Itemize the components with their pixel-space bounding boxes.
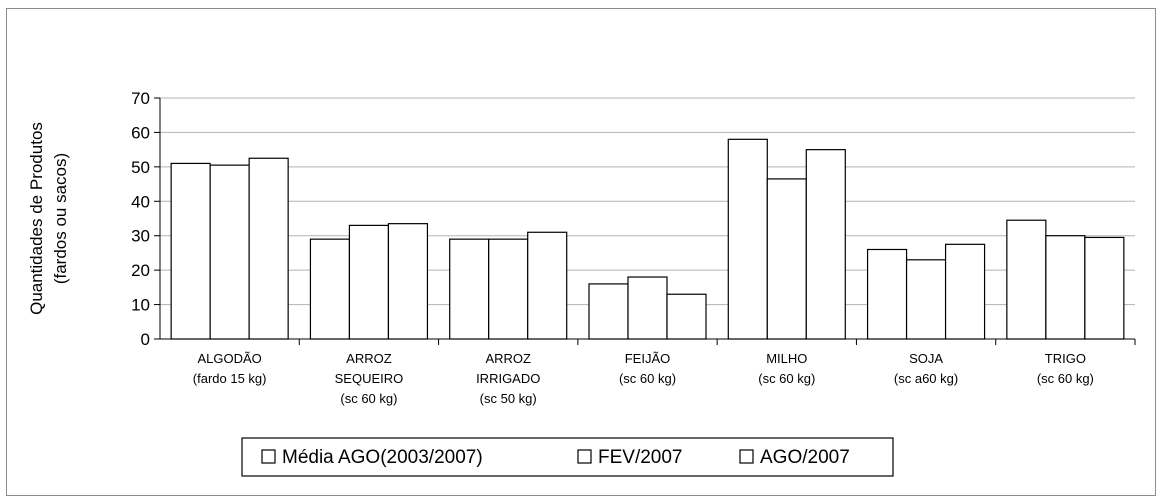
x-tick-label: (sc a60 kg) xyxy=(894,371,958,386)
x-tick-label: MILHO xyxy=(766,351,807,366)
bar-1-series-3 xyxy=(248,157,289,340)
legend-swatch-2 xyxy=(577,449,592,464)
x-tick-label: ARROZ xyxy=(485,351,531,366)
bar-1-series-1 xyxy=(170,162,211,340)
x-tick-label: (fardo 15 kg) xyxy=(193,371,267,386)
legend-label-1: Média AGO(2003/2007) xyxy=(282,447,483,468)
bar-7-series-3 xyxy=(1084,236,1125,340)
bar-5-series-3 xyxy=(805,149,846,340)
legend-label-3: AGO/2007 xyxy=(760,447,850,468)
bar-5-series-1 xyxy=(727,138,768,340)
x-tick-label: (sc 50 kg) xyxy=(480,391,537,406)
bar-3-series-3 xyxy=(527,231,568,340)
legend-swatch-3 xyxy=(739,449,754,464)
x-tick-label: (sc 60 kg) xyxy=(619,371,676,386)
bar-7-series-2 xyxy=(1045,235,1086,340)
bar-4-series-3 xyxy=(666,293,707,340)
y-axis-label: Quantidades de Produtos xyxy=(27,122,46,315)
x-tick-label: ALGODÃO xyxy=(197,351,261,366)
bar-1-series-2 xyxy=(209,164,250,340)
y-axis-label: (fardos ou sacos) xyxy=(51,153,70,284)
x-tick-label: (sc 60 kg) xyxy=(340,391,397,406)
bar-3-series-2 xyxy=(488,238,529,340)
bar-3-series-1 xyxy=(449,238,490,340)
legend-label-2: FEV/2007 xyxy=(598,447,683,468)
y-tick-label: 30 xyxy=(131,227,150,246)
bar-2-series-1 xyxy=(309,238,351,340)
x-tick-label: SEQUEIRO xyxy=(335,371,404,386)
y-tick-label: 20 xyxy=(131,261,150,280)
y-tick-label: 60 xyxy=(131,123,150,142)
bar-6-series-1 xyxy=(866,248,908,340)
bar-4-series-1 xyxy=(588,283,629,340)
y-tick-label: 0 xyxy=(141,330,150,349)
bar-6-series-3 xyxy=(944,243,986,340)
x-tick-label: IRRIGADO xyxy=(476,371,540,386)
x-tick-label: (sc 60 kg) xyxy=(1037,371,1094,386)
bar-2-series-3 xyxy=(387,223,429,340)
x-tick-label: ARROZ xyxy=(346,351,392,366)
x-tick-label: FEIJÃO xyxy=(625,351,671,366)
x-tick-label: (sc 60 kg) xyxy=(758,371,815,386)
y-tick-label: 40 xyxy=(131,192,150,211)
y-tick-label: 70 xyxy=(131,89,150,108)
legend-swatch-1 xyxy=(261,449,276,464)
bar-5-series-2 xyxy=(766,178,807,340)
bar-6-series-2 xyxy=(905,259,947,340)
x-tick-label: SOJA xyxy=(909,351,943,366)
bar-7-series-1 xyxy=(1006,219,1047,340)
y-tick-label: 50 xyxy=(131,158,150,177)
legend-box xyxy=(241,437,894,477)
bar-4-series-2 xyxy=(627,276,668,340)
bar-2-series-2 xyxy=(348,224,390,340)
y-tick-label: 10 xyxy=(131,296,150,315)
x-tick-label: TRIGO xyxy=(1045,351,1086,366)
